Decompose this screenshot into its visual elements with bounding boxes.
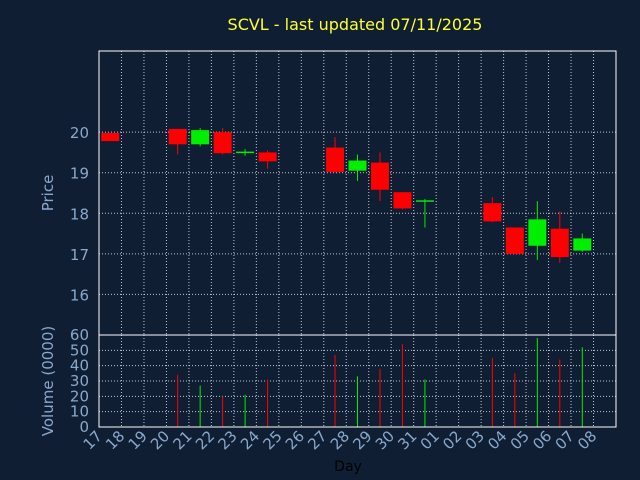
day-axis-label: Day bbox=[334, 459, 362, 475]
volume-bars bbox=[177, 338, 583, 427]
volume-tick-label: 0 bbox=[79, 418, 89, 436]
price-grid bbox=[99, 51, 616, 335]
volume-tick-label: 40 bbox=[70, 357, 89, 375]
day-axis-ticks: 1718192021222324252627282930310102030405… bbox=[80, 427, 601, 453]
candle-body bbox=[393, 192, 412, 209]
price-panel-frame bbox=[98, 50, 617, 336]
volume-tick-label: 20 bbox=[70, 387, 89, 405]
volume-tick-label: 30 bbox=[70, 372, 89, 390]
candle-body bbox=[258, 152, 277, 162]
price-tick-label: 19 bbox=[70, 165, 89, 183]
price-tick-label: 18 bbox=[70, 205, 89, 223]
volume-panel-frame bbox=[98, 334, 617, 428]
candle-body bbox=[168, 128, 187, 145]
candle-body bbox=[191, 130, 210, 145]
chart-title: SCVL - last updated 07/11/2025 bbox=[228, 15, 483, 34]
candle-body bbox=[505, 227, 524, 254]
volume-axis-label: Volume (0000) bbox=[39, 326, 57, 436]
price-axis-label: Price bbox=[39, 175, 57, 212]
candlestick-series bbox=[101, 128, 592, 263]
price-tick-label: 17 bbox=[70, 246, 89, 264]
candle-body bbox=[528, 219, 547, 246]
candle-body bbox=[550, 228, 569, 258]
day-tick-label: 08 bbox=[574, 427, 600, 453]
candle-body bbox=[573, 238, 592, 251]
volume-tick-label: 50 bbox=[70, 341, 89, 359]
price-tick-label: 16 bbox=[70, 286, 89, 304]
volume-tick-label: 10 bbox=[70, 403, 89, 421]
candle-body bbox=[101, 132, 120, 142]
candle-body bbox=[326, 147, 345, 172]
candle-body bbox=[483, 203, 502, 222]
candle-body bbox=[213, 132, 232, 154]
candle-body bbox=[415, 200, 434, 202]
volume-tick-label: 60 bbox=[70, 326, 89, 344]
candle-body bbox=[236, 151, 255, 154]
price-axis-ticks: 16 17 18 19 20 bbox=[70, 124, 89, 304]
price-tick-label: 20 bbox=[70, 124, 89, 142]
candle-body bbox=[370, 162, 389, 190]
candle-body bbox=[348, 160, 367, 171]
